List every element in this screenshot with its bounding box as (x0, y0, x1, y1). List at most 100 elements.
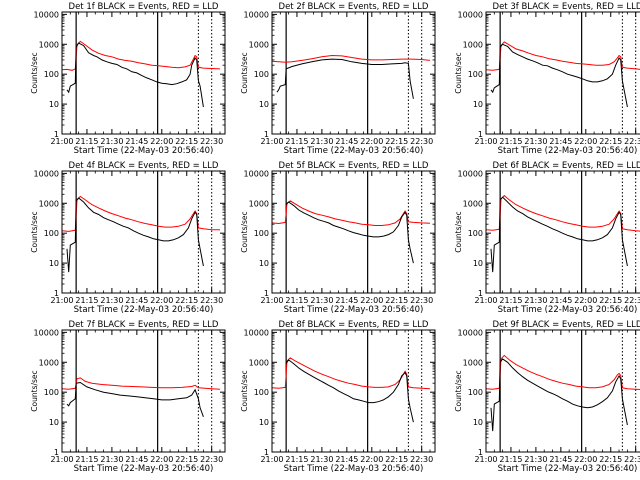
x-tick-label: 21:45 (335, 137, 358, 146)
plot-frame (271, 170, 436, 294)
x-tick-label: 22:00 (150, 296, 173, 305)
y-tick-label: 100 (44, 70, 59, 79)
x-tick-label: 22:15 (175, 455, 198, 464)
y-tick-label: 10000 (34, 328, 59, 337)
x-axis-label: Start Time (22-May-03 20:56:40) (498, 464, 638, 474)
y-tick-label: 10000 (458, 169, 483, 178)
chart-panel: Det 6f BLACK = Events, RED = LLD 1 10 100 10… (454, 161, 640, 315)
x-tick-label: 22:00 (150, 455, 173, 464)
y-tick-label: 100 (254, 229, 269, 238)
x-tick-label: 22:30 (624, 137, 640, 146)
x-tick-label: 21:30 (524, 296, 547, 305)
x-tick-label: 21:45 (125, 137, 148, 146)
x-tick-label: 21:45 (335, 455, 358, 464)
chart-title: Det 4f BLACK = Events, RED = LLD (69, 161, 219, 171)
chart-panel: Det 7f BLACK = Events, RED = LLD 1 10 100 10… (30, 320, 226, 474)
x-axis-label: Start Time (22-May-03 20:56:40) (498, 146, 638, 156)
plot-frame (61, 11, 226, 135)
lld-series-line (486, 194, 640, 232)
events-series-line (66, 197, 204, 273)
x-tick-label: 22:30 (200, 296, 223, 305)
lld-series-line (486, 41, 640, 71)
y-tick-label: 1000 (463, 40, 483, 49)
events-series-line (490, 43, 628, 108)
x-tick-label: 21:15 (499, 137, 522, 146)
x-tick-label: 21:00 (50, 137, 73, 146)
x-tick-label: 21:30 (524, 455, 547, 464)
plot-frame (271, 11, 436, 135)
x-tick-label: 21:15 (75, 455, 98, 464)
x-tick-label: 22:00 (574, 296, 597, 305)
y-tick-label: 1 (54, 289, 59, 298)
x-tick-label: 21:15 (75, 137, 98, 146)
x-tick-label: 21:30 (100, 455, 123, 464)
x-tick-label: 21:15 (75, 296, 98, 305)
x-tick-label: 22:00 (360, 455, 383, 464)
y-tick-label: 10000 (244, 10, 269, 19)
y-tick-label: 10 (49, 418, 59, 427)
events-series-line (66, 381, 204, 417)
y-tick-label: 10000 (244, 169, 269, 178)
y-tick-label: 10 (259, 418, 269, 427)
x-axis-label: Start Time (22-May-03 20:56:40) (284, 305, 424, 315)
events-series-line (276, 58, 414, 99)
x-tick-label: 22:15 (599, 137, 622, 146)
y-tick-label: 1000 (249, 40, 269, 49)
chart-panel: Det 8f BLACK = Events, RED = LLD 1 10 100 10… (240, 320, 436, 474)
y-tick-label: 1000 (463, 358, 483, 367)
chart-title: Det 2f BLACK = Events, RED = LLD (279, 2, 429, 12)
events-series-line (285, 201, 414, 264)
x-tick-label: 21:15 (285, 455, 308, 464)
y-tick-label: 10000 (34, 169, 59, 178)
y-tick-label: 100 (468, 229, 483, 238)
chart-panel: Det 9f BLACK = Events, RED = LLD 1 10 100 10… (454, 320, 640, 474)
y-axis-label: Counts/sec (240, 211, 249, 252)
x-tick-label: 22:30 (410, 296, 433, 305)
x-tick-label: 22:00 (360, 137, 383, 146)
x-axis-label: Start Time (22-May-03 20:56:40) (74, 305, 214, 315)
lld-series-line (62, 195, 220, 232)
x-tick-label: 22:30 (410, 455, 433, 464)
y-tick-label: 10 (259, 100, 269, 109)
x-tick-label: 22:00 (150, 137, 173, 146)
events-series-line (490, 358, 628, 432)
x-tick-label: 21:00 (260, 455, 283, 464)
x-tick-label: 22:00 (574, 137, 597, 146)
y-tick-label: 1000 (39, 358, 59, 367)
x-tick-label: 22:00 (574, 455, 597, 464)
chart-panel: Det 4f BLACK = Events, RED = LLD 1 10 100 10… (30, 161, 226, 315)
y-tick-label: 10000 (458, 10, 483, 19)
lld-series-line (62, 377, 221, 390)
lld-series-line (272, 200, 431, 226)
y-tick-label: 1000 (39, 40, 59, 49)
x-tick-label: 21:15 (499, 296, 522, 305)
y-tick-label: 1 (478, 448, 483, 457)
y-tick-label: 1000 (39, 199, 59, 208)
x-tick-label: 21:00 (474, 137, 497, 146)
lld-series-line (272, 54, 431, 63)
chart-title: Det 9f BLACK = Events, RED = LLD (493, 320, 640, 330)
y-tick-label: 10 (49, 259, 59, 268)
chart-panel: Det 2f BLACK = Events, RED = LLD 1 10 100 10… (240, 2, 436, 156)
plot-frame (485, 329, 640, 453)
x-axis-label: Start Time (22-May-03 20:56:40) (284, 146, 424, 156)
x-tick-label: 22:30 (410, 137, 433, 146)
x-tick-label: 21:15 (499, 455, 522, 464)
chart-panel: Det 1f BLACK = Events, RED = LLD 1 10 100 10… (30, 2, 226, 156)
x-tick-label: 21:45 (125, 296, 148, 305)
y-tick-label: 10000 (458, 328, 483, 337)
y-tick-label: 10000 (244, 328, 269, 337)
events-series-line (285, 359, 414, 423)
x-tick-label: 22:30 (200, 137, 223, 146)
y-tick-label: 1 (54, 130, 59, 139)
y-tick-label: 1000 (249, 199, 269, 208)
plot-frame (61, 329, 226, 453)
y-tick-label: 1 (478, 130, 483, 139)
y-tick-label: 10 (473, 259, 483, 268)
y-tick-label: 100 (254, 388, 269, 397)
x-tick-label: 21:00 (260, 137, 283, 146)
x-axis-label: Start Time (22-May-03 20:56:40) (284, 464, 424, 474)
x-tick-label: 21:30 (100, 137, 123, 146)
y-tick-label: 1 (54, 448, 59, 457)
